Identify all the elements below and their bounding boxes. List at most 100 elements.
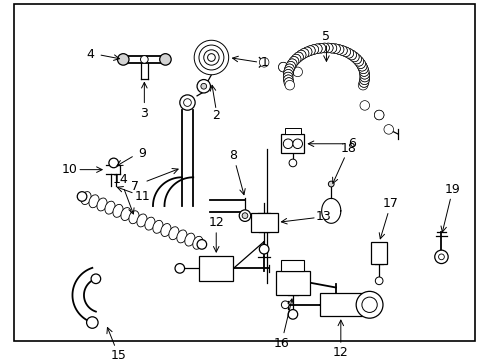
Circle shape (293, 52, 303, 62)
Circle shape (283, 75, 292, 85)
Text: 7: 7 (130, 180, 139, 193)
Circle shape (308, 45, 318, 54)
Ellipse shape (121, 208, 131, 221)
Circle shape (340, 47, 350, 57)
Ellipse shape (129, 211, 139, 224)
Circle shape (323, 43, 332, 53)
Bar (319, 293, 361, 316)
Text: 1: 1 (260, 56, 267, 69)
Circle shape (299, 49, 308, 58)
Circle shape (326, 44, 336, 53)
Text: 2: 2 (212, 108, 220, 122)
Ellipse shape (97, 198, 107, 211)
Ellipse shape (144, 217, 155, 230)
Text: 11: 11 (134, 190, 150, 203)
Circle shape (355, 59, 365, 68)
Bar (275, 271, 309, 295)
Circle shape (353, 57, 363, 66)
Circle shape (175, 264, 184, 273)
Ellipse shape (89, 195, 99, 208)
Circle shape (278, 62, 287, 72)
Circle shape (197, 80, 210, 93)
Text: 6: 6 (347, 137, 356, 150)
Circle shape (359, 67, 368, 76)
Text: 3: 3 (140, 107, 148, 120)
Circle shape (359, 72, 369, 82)
Circle shape (351, 54, 361, 64)
Ellipse shape (192, 236, 203, 249)
Circle shape (319, 43, 329, 53)
Circle shape (358, 80, 367, 90)
Circle shape (288, 57, 298, 66)
Circle shape (291, 54, 300, 64)
Text: 15: 15 (110, 349, 126, 360)
Circle shape (288, 57, 298, 66)
Circle shape (374, 110, 383, 120)
Circle shape (91, 274, 101, 284)
Circle shape (109, 158, 118, 168)
Circle shape (323, 43, 332, 53)
Circle shape (327, 181, 333, 187)
Circle shape (283, 69, 292, 79)
Circle shape (284, 64, 294, 74)
Circle shape (284, 78, 293, 87)
Circle shape (291, 54, 300, 64)
Circle shape (359, 69, 368, 79)
Circle shape (278, 62, 287, 72)
Ellipse shape (113, 204, 123, 217)
Circle shape (197, 240, 206, 249)
Circle shape (296, 50, 305, 60)
Circle shape (183, 99, 191, 107)
Circle shape (312, 44, 322, 54)
Ellipse shape (161, 224, 171, 237)
Circle shape (375, 277, 382, 285)
Circle shape (305, 46, 315, 55)
Text: 9: 9 (138, 147, 146, 160)
Circle shape (292, 139, 302, 149)
Ellipse shape (137, 214, 147, 227)
Circle shape (434, 250, 447, 264)
Circle shape (283, 69, 292, 79)
Circle shape (316, 44, 325, 53)
Circle shape (299, 49, 308, 58)
Circle shape (337, 46, 346, 55)
Circle shape (344, 49, 353, 58)
Bar (281, 134, 304, 153)
Circle shape (259, 58, 268, 67)
Circle shape (351, 54, 361, 64)
Text: 8: 8 (229, 149, 237, 162)
Circle shape (203, 50, 219, 65)
Bar (371, 243, 386, 264)
Bar (199, 256, 233, 281)
Circle shape (346, 50, 356, 60)
Text: 5: 5 (322, 30, 330, 43)
Circle shape (283, 72, 292, 82)
Circle shape (284, 64, 294, 74)
Circle shape (359, 67, 368, 76)
Circle shape (359, 75, 368, 85)
Text: 13: 13 (315, 210, 331, 223)
Circle shape (438, 254, 444, 260)
Circle shape (358, 64, 367, 74)
Ellipse shape (168, 227, 179, 240)
Circle shape (357, 62, 366, 71)
Circle shape (259, 244, 268, 254)
Circle shape (330, 44, 340, 54)
Circle shape (349, 52, 358, 62)
Text: 17: 17 (382, 197, 398, 210)
Circle shape (293, 52, 303, 62)
Circle shape (357, 62, 366, 71)
Circle shape (361, 297, 376, 312)
Circle shape (359, 78, 368, 87)
Circle shape (344, 49, 353, 58)
Circle shape (77, 192, 87, 201)
Circle shape (207, 54, 215, 61)
Circle shape (287, 310, 297, 319)
Circle shape (284, 67, 293, 76)
Text: 18: 18 (340, 142, 356, 155)
Circle shape (199, 45, 224, 70)
Circle shape (374, 110, 383, 120)
Circle shape (283, 75, 292, 85)
Text: 14: 14 (112, 173, 128, 186)
Circle shape (355, 59, 365, 68)
